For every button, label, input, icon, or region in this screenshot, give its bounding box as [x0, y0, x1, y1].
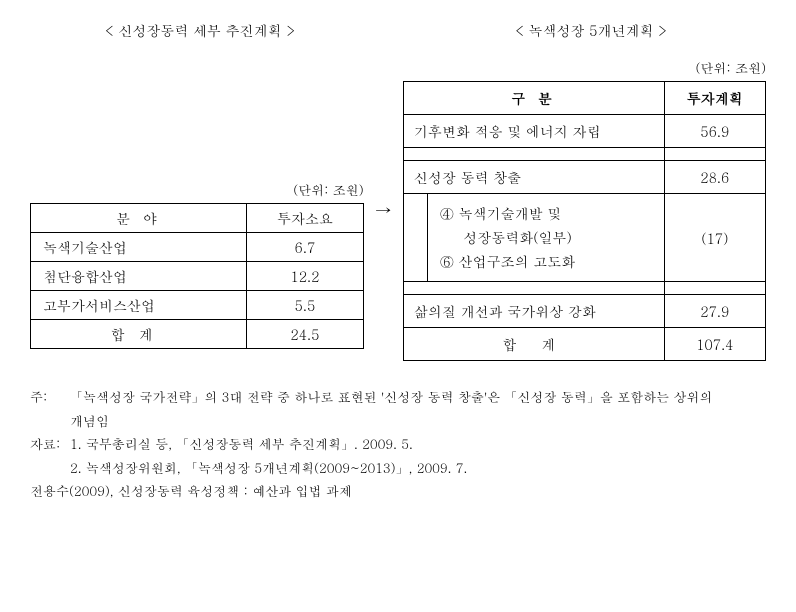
- row-value: 56.9: [664, 115, 765, 148]
- row-value: 28.6: [664, 161, 765, 194]
- right-table: 구 분 투자계획 기후변화 적응 및 에너지 자립 56.9 신성장 동력 창출…: [403, 81, 766, 361]
- source-text: 1. 국무총리실 등, 「신성장동력 세부 추진계획」. 2009. 5.: [70, 432, 413, 455]
- nested-line: ④ 녹색기술개발 및: [440, 202, 652, 226]
- row-value: 6.7: [247, 233, 363, 262]
- row-value: 27.9: [664, 295, 765, 328]
- nested-line: ⑥ 산업구조의 고도화: [440, 250, 652, 274]
- table-row-nested: ④ 녹색기술개발 및 성장동력화(일부) ⑥ 산업구조의 고도화 (17): [403, 194, 765, 282]
- nested-line: 성장동력화(일부): [440, 226, 652, 250]
- row-label: 첨단융합산업: [31, 262, 247, 291]
- table-row: 기후변화 적응 및 에너지 자립 56.9: [403, 115, 765, 148]
- nested-content: ④ 녹색기술개발 및 성장동력화(일부) ⑥ 산업구조의 고도화: [428, 194, 664, 281]
- left-header-value: 투자소요: [247, 204, 363, 233]
- row-value: 12.2: [247, 262, 363, 291]
- total-value: 24.5: [247, 320, 363, 349]
- note-text: 「녹색성장 국가전략」의 3대 전략 중 하나로 표현된 '신성장 동력 창출'…: [70, 385, 713, 408]
- table-row-total: 합 계 107.4: [403, 328, 765, 361]
- spacer-row: [403, 148, 765, 161]
- total-label: 합 계: [403, 328, 664, 361]
- right-unit: (단위: 조원): [403, 58, 766, 77]
- left-unit: (단위: 조원): [30, 180, 364, 199]
- row-label: 기후변화 적응 및 에너지 자립: [403, 115, 664, 148]
- note-text: 개념임: [30, 409, 766, 432]
- row-label: 삶의질 개선과 국가위상 강화: [403, 295, 664, 328]
- left-table: 분 야 투자소요 녹색기술산업 6.7 첨단융합산업 12.2 고부가서비스산업…: [30, 203, 364, 349]
- left-header-field: 분 야: [31, 204, 247, 233]
- right-header-field: 구 분: [403, 82, 664, 115]
- row-label: 녹색기술산업: [31, 233, 247, 262]
- author-text: 전용수(2009), 신성장동력 육성정책 : 예산과 입법 과제: [30, 479, 766, 502]
- table-row: 삶의질 개선과 국가위상 강화 27.9: [403, 295, 765, 328]
- title-right: < 녹색성장 5개년계획 >: [416, 20, 766, 40]
- indent-box: [404, 194, 428, 281]
- note-prefix: 주:: [30, 385, 70, 408]
- row-label: 고부가서비스산업: [31, 291, 247, 320]
- table-row: 첨단융합산업 12.2: [31, 262, 364, 291]
- row-label: 신성장 동력 창출: [403, 161, 664, 194]
- table-row: 녹색기술산업 6.7: [31, 233, 364, 262]
- arrow-icon: →: [364, 198, 403, 221]
- source-prefix: 자료:: [30, 432, 70, 455]
- total-value: 107.4: [664, 328, 765, 361]
- spacer-row: [403, 282, 765, 295]
- footnotes: 주: 「녹색성장 국가전략」의 3대 전략 중 하나로 표현된 '신성장 동력 …: [30, 385, 766, 502]
- title-left: < 신성장동력 세부 추진계획 >: [30, 20, 370, 40]
- total-label: 합계: [31, 320, 247, 349]
- right-header-value: 투자계획: [664, 82, 765, 115]
- table-row: 고부가서비스산업 5.5: [31, 291, 364, 320]
- table-row: 신성장 동력 창출 28.6: [403, 161, 765, 194]
- table-row-total: 합계 24.5: [31, 320, 364, 349]
- source-text: 2. 녹색성장위원회, 「녹색성장 5개년계획(2009~2013)」, 200…: [30, 456, 766, 479]
- row-value: 5.5: [247, 291, 363, 320]
- row-value: (17): [664, 194, 765, 282]
